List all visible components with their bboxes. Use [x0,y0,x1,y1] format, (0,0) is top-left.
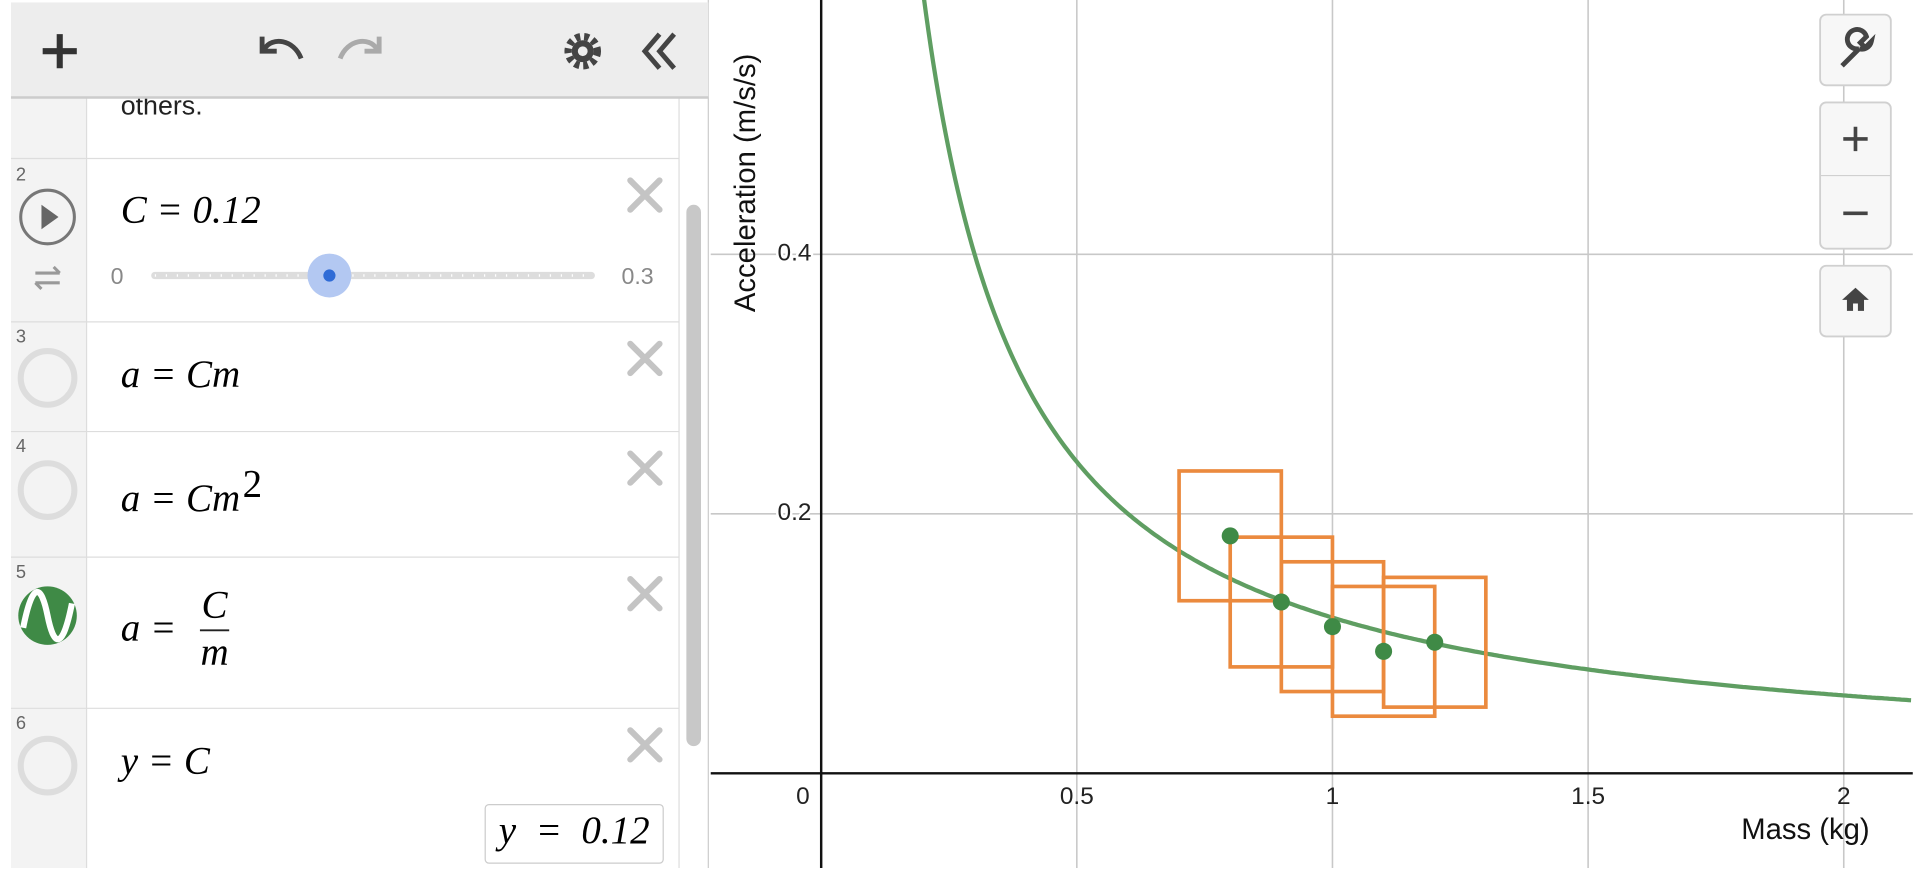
expression: C = 0.12 [121,188,261,231]
graph-area: 0 0.5 1 1.5 2 0.2 0.4 Mass (kg) Acceleration (m/… [710,0,1913,868]
y-tick-label: 0.2 [778,499,812,526]
row-number: 2 [16,163,26,184]
slider-knob [323,269,336,282]
wrench-icon [1840,27,1876,68]
x-tick-label: 1 [1326,783,1340,810]
exponent: 2 [243,463,262,506]
error-box [1381,575,1488,709]
delete-buttons[interactable] [627,177,663,763]
curve [921,0,1912,703]
point [1375,642,1393,660]
hidden-toggle[interactable] [17,348,78,408]
loop-button[interactable] [34,265,61,291]
evaluation: y = 0.12 [495,809,650,852]
point [1426,633,1444,651]
redo-button[interactable] [337,36,382,60]
scrollbar[interactable] [686,204,701,747]
y-axis-label: Acceleration (m/s/s) [730,54,762,312]
zoom-in-icon [1843,126,1868,152]
slider-min: 0 [111,263,124,289]
settings-button[interactable] [564,32,602,70]
play-button[interactable] [19,188,76,246]
expression: a = Cm [121,477,241,520]
wave-icon [20,588,75,643]
y-tick-label: 0.4 [778,240,812,267]
x-tick-label: 1.5 [1571,783,1605,810]
evaluation-box [484,803,664,864]
point [1323,618,1341,636]
row-number: 5 [16,561,26,582]
play-icon [41,204,59,230]
undo-button[interactable] [259,36,304,60]
x-tick-label: 2 [1837,783,1851,810]
row-separators [10,157,680,709]
expression: a = [121,606,177,649]
home-icon [1842,287,1869,311]
toolbar [10,2,709,98]
row-number: 4 [16,435,26,456]
x-tick-label: 0.5 [1060,783,1094,810]
add-button[interactable] [42,34,77,69]
denominator: m [200,631,228,674]
x-axis-label: Mass (kg) [1741,814,1869,846]
point [1221,527,1239,545]
expression: a = Cm [121,353,241,396]
hidden-toggle[interactable] [17,735,78,796]
expression-panel [1,0,709,868]
hidden-toggle[interactable] [17,460,78,520]
collapse-button[interactable] [641,32,677,70]
row-number: 3 [16,326,26,347]
row-number: 6 [16,712,26,733]
slider-max: 0.3 [621,263,653,289]
x-tick-label: 0 [796,783,810,810]
expression: y = C [117,739,211,782]
numerator: C [202,583,229,626]
point [1272,593,1290,611]
